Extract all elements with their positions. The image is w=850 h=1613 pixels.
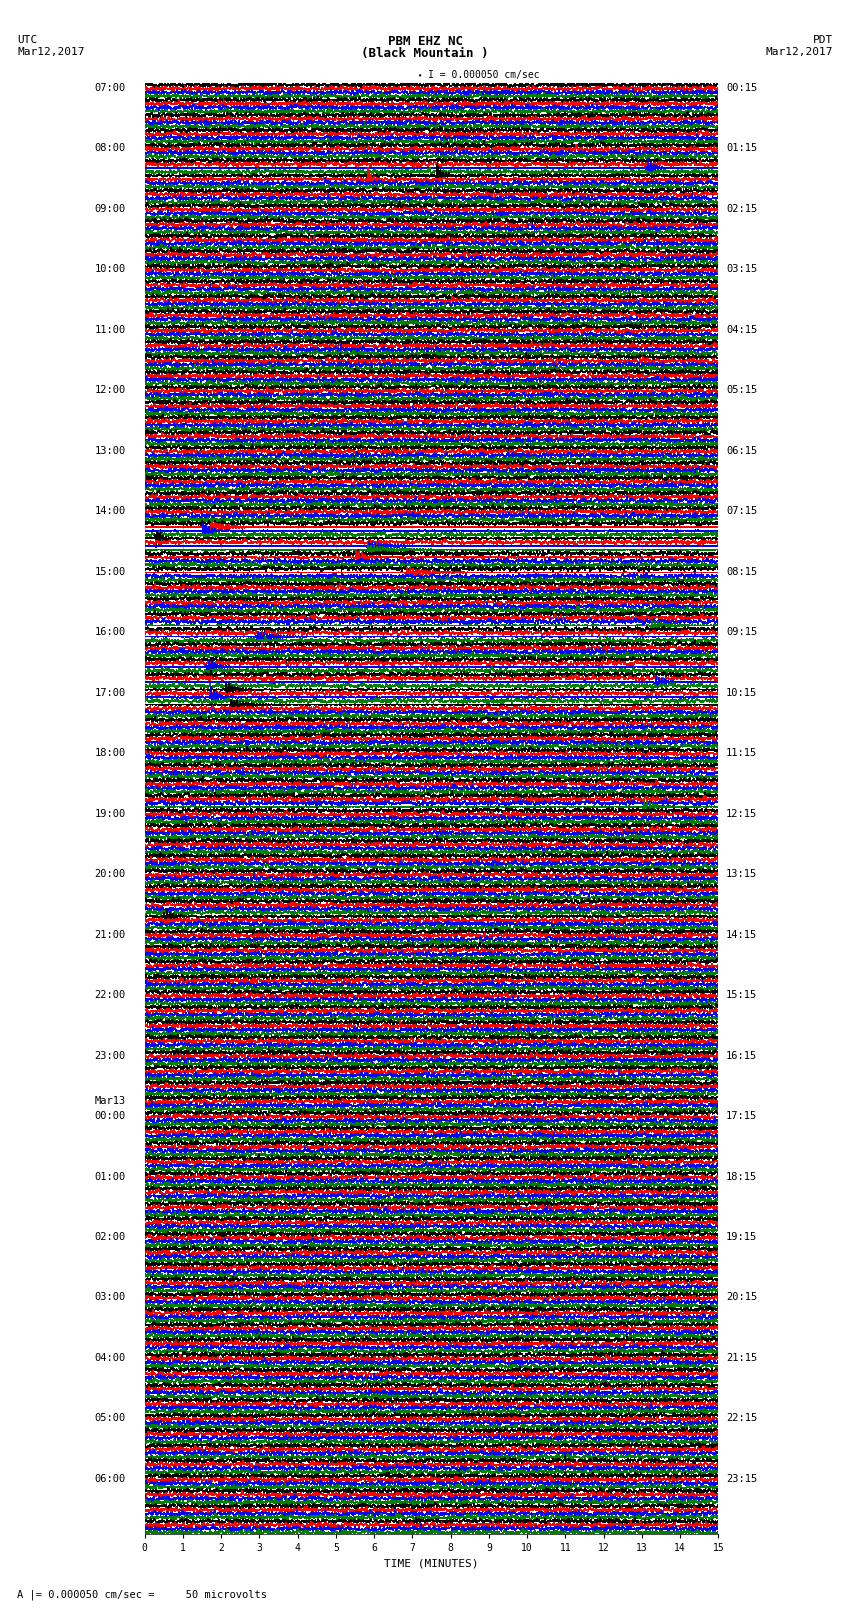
Text: 03:15: 03:15 [726, 265, 757, 274]
Text: 19:00: 19:00 [94, 808, 126, 819]
Text: 20:00: 20:00 [94, 869, 126, 879]
Text: 19:15: 19:15 [726, 1232, 757, 1242]
Text: 06:15: 06:15 [726, 445, 757, 456]
Text: Mar13: Mar13 [94, 1095, 126, 1107]
Text: 17:15: 17:15 [726, 1111, 757, 1121]
Text: 06:00: 06:00 [94, 1474, 126, 1484]
Text: 12:00: 12:00 [94, 386, 126, 395]
Text: 15:00: 15:00 [94, 566, 126, 577]
Text: 16:15: 16:15 [726, 1050, 757, 1061]
Text: 12:15: 12:15 [726, 808, 757, 819]
Text: 08:00: 08:00 [94, 144, 126, 153]
Text: 07:00: 07:00 [94, 82, 126, 94]
Text: 18:00: 18:00 [94, 748, 126, 758]
Text: 04:15: 04:15 [726, 324, 757, 336]
Text: 05:00: 05:00 [94, 1413, 126, 1423]
Text: UTC: UTC [17, 35, 37, 45]
Text: 02:15: 02:15 [726, 203, 757, 215]
Text: 14:00: 14:00 [94, 506, 126, 516]
Text: 08:15: 08:15 [726, 566, 757, 577]
Text: (Black Mountain ): (Black Mountain ) [361, 47, 489, 60]
Text: 23:00: 23:00 [94, 1050, 126, 1061]
Text: 13:15: 13:15 [726, 869, 757, 879]
Text: 07:15: 07:15 [726, 506, 757, 516]
Text: 00:15: 00:15 [726, 82, 757, 94]
Text: PDT: PDT [813, 35, 833, 45]
Text: 16:00: 16:00 [94, 627, 126, 637]
Text: 21:15: 21:15 [726, 1353, 757, 1363]
Text: 01:00: 01:00 [94, 1171, 126, 1181]
Text: Mar12,2017: Mar12,2017 [17, 47, 84, 56]
Text: 00:00: 00:00 [94, 1111, 126, 1121]
Text: 15:15: 15:15 [726, 990, 757, 1000]
Text: 02:00: 02:00 [94, 1232, 126, 1242]
Text: 04:00: 04:00 [94, 1353, 126, 1363]
Text: PBM EHZ NC: PBM EHZ NC [388, 35, 462, 48]
Text: 09:15: 09:15 [726, 627, 757, 637]
Text: 23:15: 23:15 [726, 1474, 757, 1484]
Text: 10:00: 10:00 [94, 265, 126, 274]
Text: 14:15: 14:15 [726, 929, 757, 940]
Text: 21:00: 21:00 [94, 929, 126, 940]
Text: 03:00: 03:00 [94, 1292, 126, 1302]
Text: 22:00: 22:00 [94, 990, 126, 1000]
Text: 01:15: 01:15 [726, 144, 757, 153]
Text: Mar12,2017: Mar12,2017 [766, 47, 833, 56]
Text: 17:00: 17:00 [94, 687, 126, 698]
Text: A |= 0.000050 cm/sec =     50 microvolts: A |= 0.000050 cm/sec = 50 microvolts [17, 1589, 267, 1600]
Text: 20:15: 20:15 [726, 1292, 757, 1302]
Text: I = 0.000050 cm/sec: I = 0.000050 cm/sec [428, 71, 540, 81]
Text: 10:15: 10:15 [726, 687, 757, 698]
Text: 09:00: 09:00 [94, 203, 126, 215]
Text: 11:15: 11:15 [726, 748, 757, 758]
Text: 05:15: 05:15 [726, 386, 757, 395]
Text: 22:15: 22:15 [726, 1413, 757, 1423]
Text: 11:00: 11:00 [94, 324, 126, 336]
Text: 18:15: 18:15 [726, 1171, 757, 1181]
Text: 13:00: 13:00 [94, 445, 126, 456]
X-axis label: TIME (MINUTES): TIME (MINUTES) [384, 1560, 479, 1569]
